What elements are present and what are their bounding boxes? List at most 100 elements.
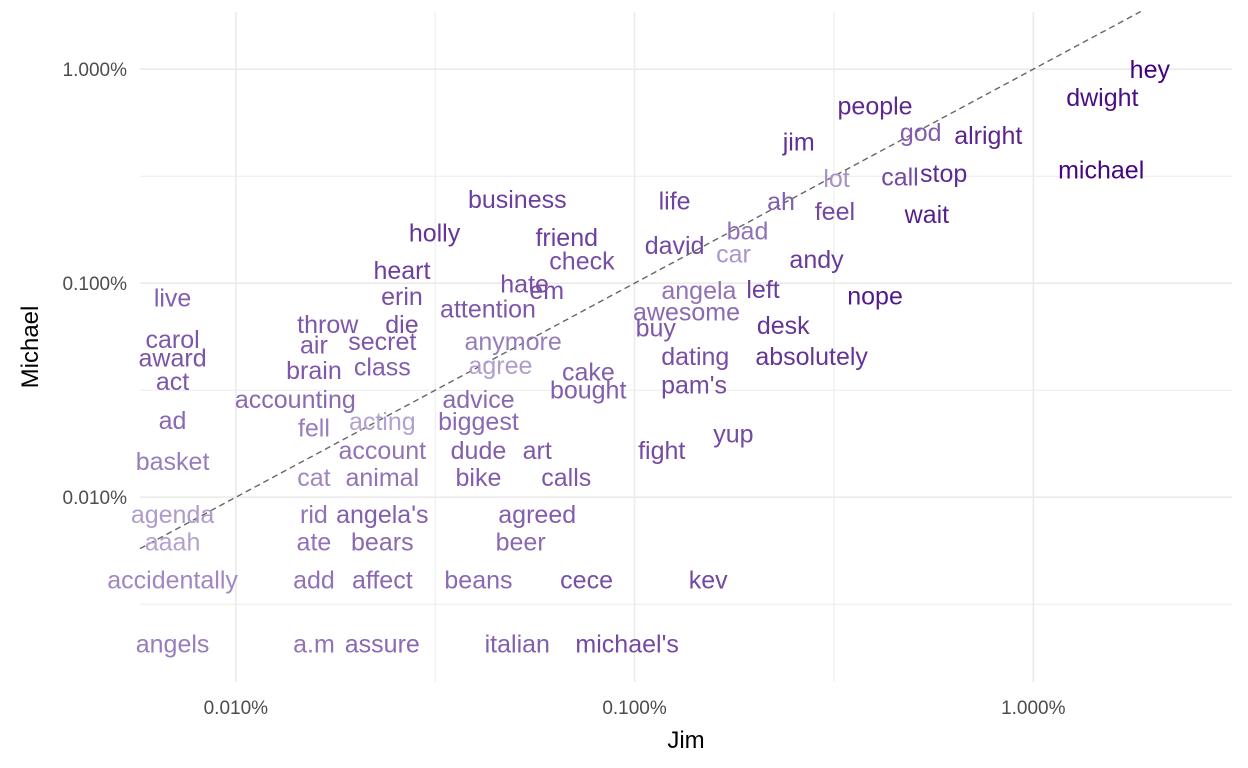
word-label: angels <box>136 631 210 659</box>
word-label: jim <box>782 129 815 157</box>
word-label: hate <box>500 271 549 299</box>
word-label: stop <box>920 160 967 188</box>
word-label: angela <box>661 277 736 305</box>
word-label: yup <box>713 421 753 449</box>
word-label: lot <box>823 165 849 193</box>
word-label: alright <box>954 122 1022 150</box>
word-label: friend <box>535 224 598 252</box>
word-label: fight <box>638 437 685 465</box>
word-label: dwight <box>1066 84 1138 112</box>
word-label: brain <box>286 357 342 385</box>
word-label: call <box>881 163 919 191</box>
word-label: car <box>716 240 751 268</box>
word-label: beans <box>444 566 512 594</box>
word-label: andy <box>789 246 844 274</box>
minor-gridlines <box>140 12 1232 682</box>
word-label: award <box>139 344 207 372</box>
y-tick-label: 0.100% <box>63 274 128 295</box>
word-label: class <box>354 354 411 382</box>
word-label: advice <box>442 386 514 414</box>
word-label: italian <box>485 631 550 659</box>
word-label: carol <box>145 326 199 354</box>
word-label: cece <box>560 566 613 594</box>
y-axis-title: Michael <box>17 306 44 389</box>
x-tick-label: 1.000% <box>1001 698 1066 719</box>
word-label: accounting <box>235 386 356 414</box>
word-label: agenda <box>131 501 215 529</box>
word-label: cat <box>297 464 330 492</box>
word-label: agreed <box>498 501 576 529</box>
word-label: animal <box>345 464 419 492</box>
word-label: live <box>154 284 192 312</box>
word-label: beer <box>496 529 546 557</box>
x-tick-label: 0.100% <box>602 698 667 719</box>
y-tick-label: 1.000% <box>63 60 128 81</box>
word-label: a.m <box>293 631 335 659</box>
word-label: god <box>900 119 942 147</box>
word-label: rid <box>300 501 328 529</box>
word-label: nope <box>847 283 903 311</box>
word-label: acting <box>349 408 416 436</box>
word-label: pam's <box>661 372 727 400</box>
word-label: angela's <box>336 501 428 529</box>
reference-line <box>139 10 1142 550</box>
word-label: ad <box>159 407 187 435</box>
major-gridlines <box>140 12 1232 682</box>
word-label: bears <box>351 529 414 557</box>
word-label: buy <box>636 314 677 342</box>
reference-line-layer <box>139 10 1142 550</box>
word-label: business <box>468 186 567 214</box>
word-label: affect <box>352 566 413 594</box>
x-tick-label: 0.010% <box>204 698 269 719</box>
x-axis-tick-labels: 0.010% 0.100% 1.000% <box>204 698 1066 719</box>
word-label: die <box>385 311 418 339</box>
word-label: secret <box>348 328 416 356</box>
word-label: throw <box>297 311 359 339</box>
word-label: accidentally <box>107 566 238 594</box>
word-label: biggest <box>438 408 519 436</box>
word-label: wait <box>904 201 950 229</box>
word-label: dating <box>661 343 729 371</box>
x-axis-title: Jim <box>667 727 704 754</box>
word-label: air <box>300 332 328 360</box>
word-label: left <box>746 276 779 304</box>
word-label: check <box>549 247 615 275</box>
word-label: ate <box>297 529 332 557</box>
word-label: david <box>645 232 705 260</box>
word-label: add <box>293 566 335 594</box>
word-label: desk <box>757 312 810 340</box>
word-label: assure <box>345 631 420 659</box>
word-label: account <box>339 437 427 465</box>
word-label: calls <box>541 464 591 492</box>
word-label: attention <box>440 295 536 323</box>
word-label: fell <box>298 414 330 442</box>
word-label: absolutely <box>755 343 868 371</box>
word-label: bike <box>456 464 502 492</box>
word-label: cake <box>562 358 615 386</box>
word-label: feel <box>815 198 855 226</box>
word-label: michael's <box>575 631 678 659</box>
word-label: people <box>838 93 913 121</box>
y-axis-tick-labels: 0.010% 0.100% 1.000% <box>63 60 128 509</box>
word-label: art <box>523 437 552 465</box>
word-label: michael <box>1058 156 1144 184</box>
word-label: agree <box>468 352 532 380</box>
word-label: aaah <box>145 529 201 557</box>
word-label: dude <box>451 437 507 465</box>
word-label: life <box>659 188 691 216</box>
word-label: awesome <box>633 298 740 326</box>
word-label: em <box>529 277 564 305</box>
word-label: erin <box>381 283 423 311</box>
word-label: hey <box>1130 56 1171 84</box>
word-label: kev <box>689 566 728 594</box>
word-label: holly <box>409 219 461 247</box>
word-label: anymore <box>465 328 562 356</box>
word-label: act <box>156 368 189 396</box>
word-label: bad <box>727 218 769 246</box>
word-label: ah <box>767 188 795 216</box>
y-tick-label: 0.010% <box>63 488 128 509</box>
word-label: bought <box>550 377 627 405</box>
word-label: basket <box>136 448 210 476</box>
